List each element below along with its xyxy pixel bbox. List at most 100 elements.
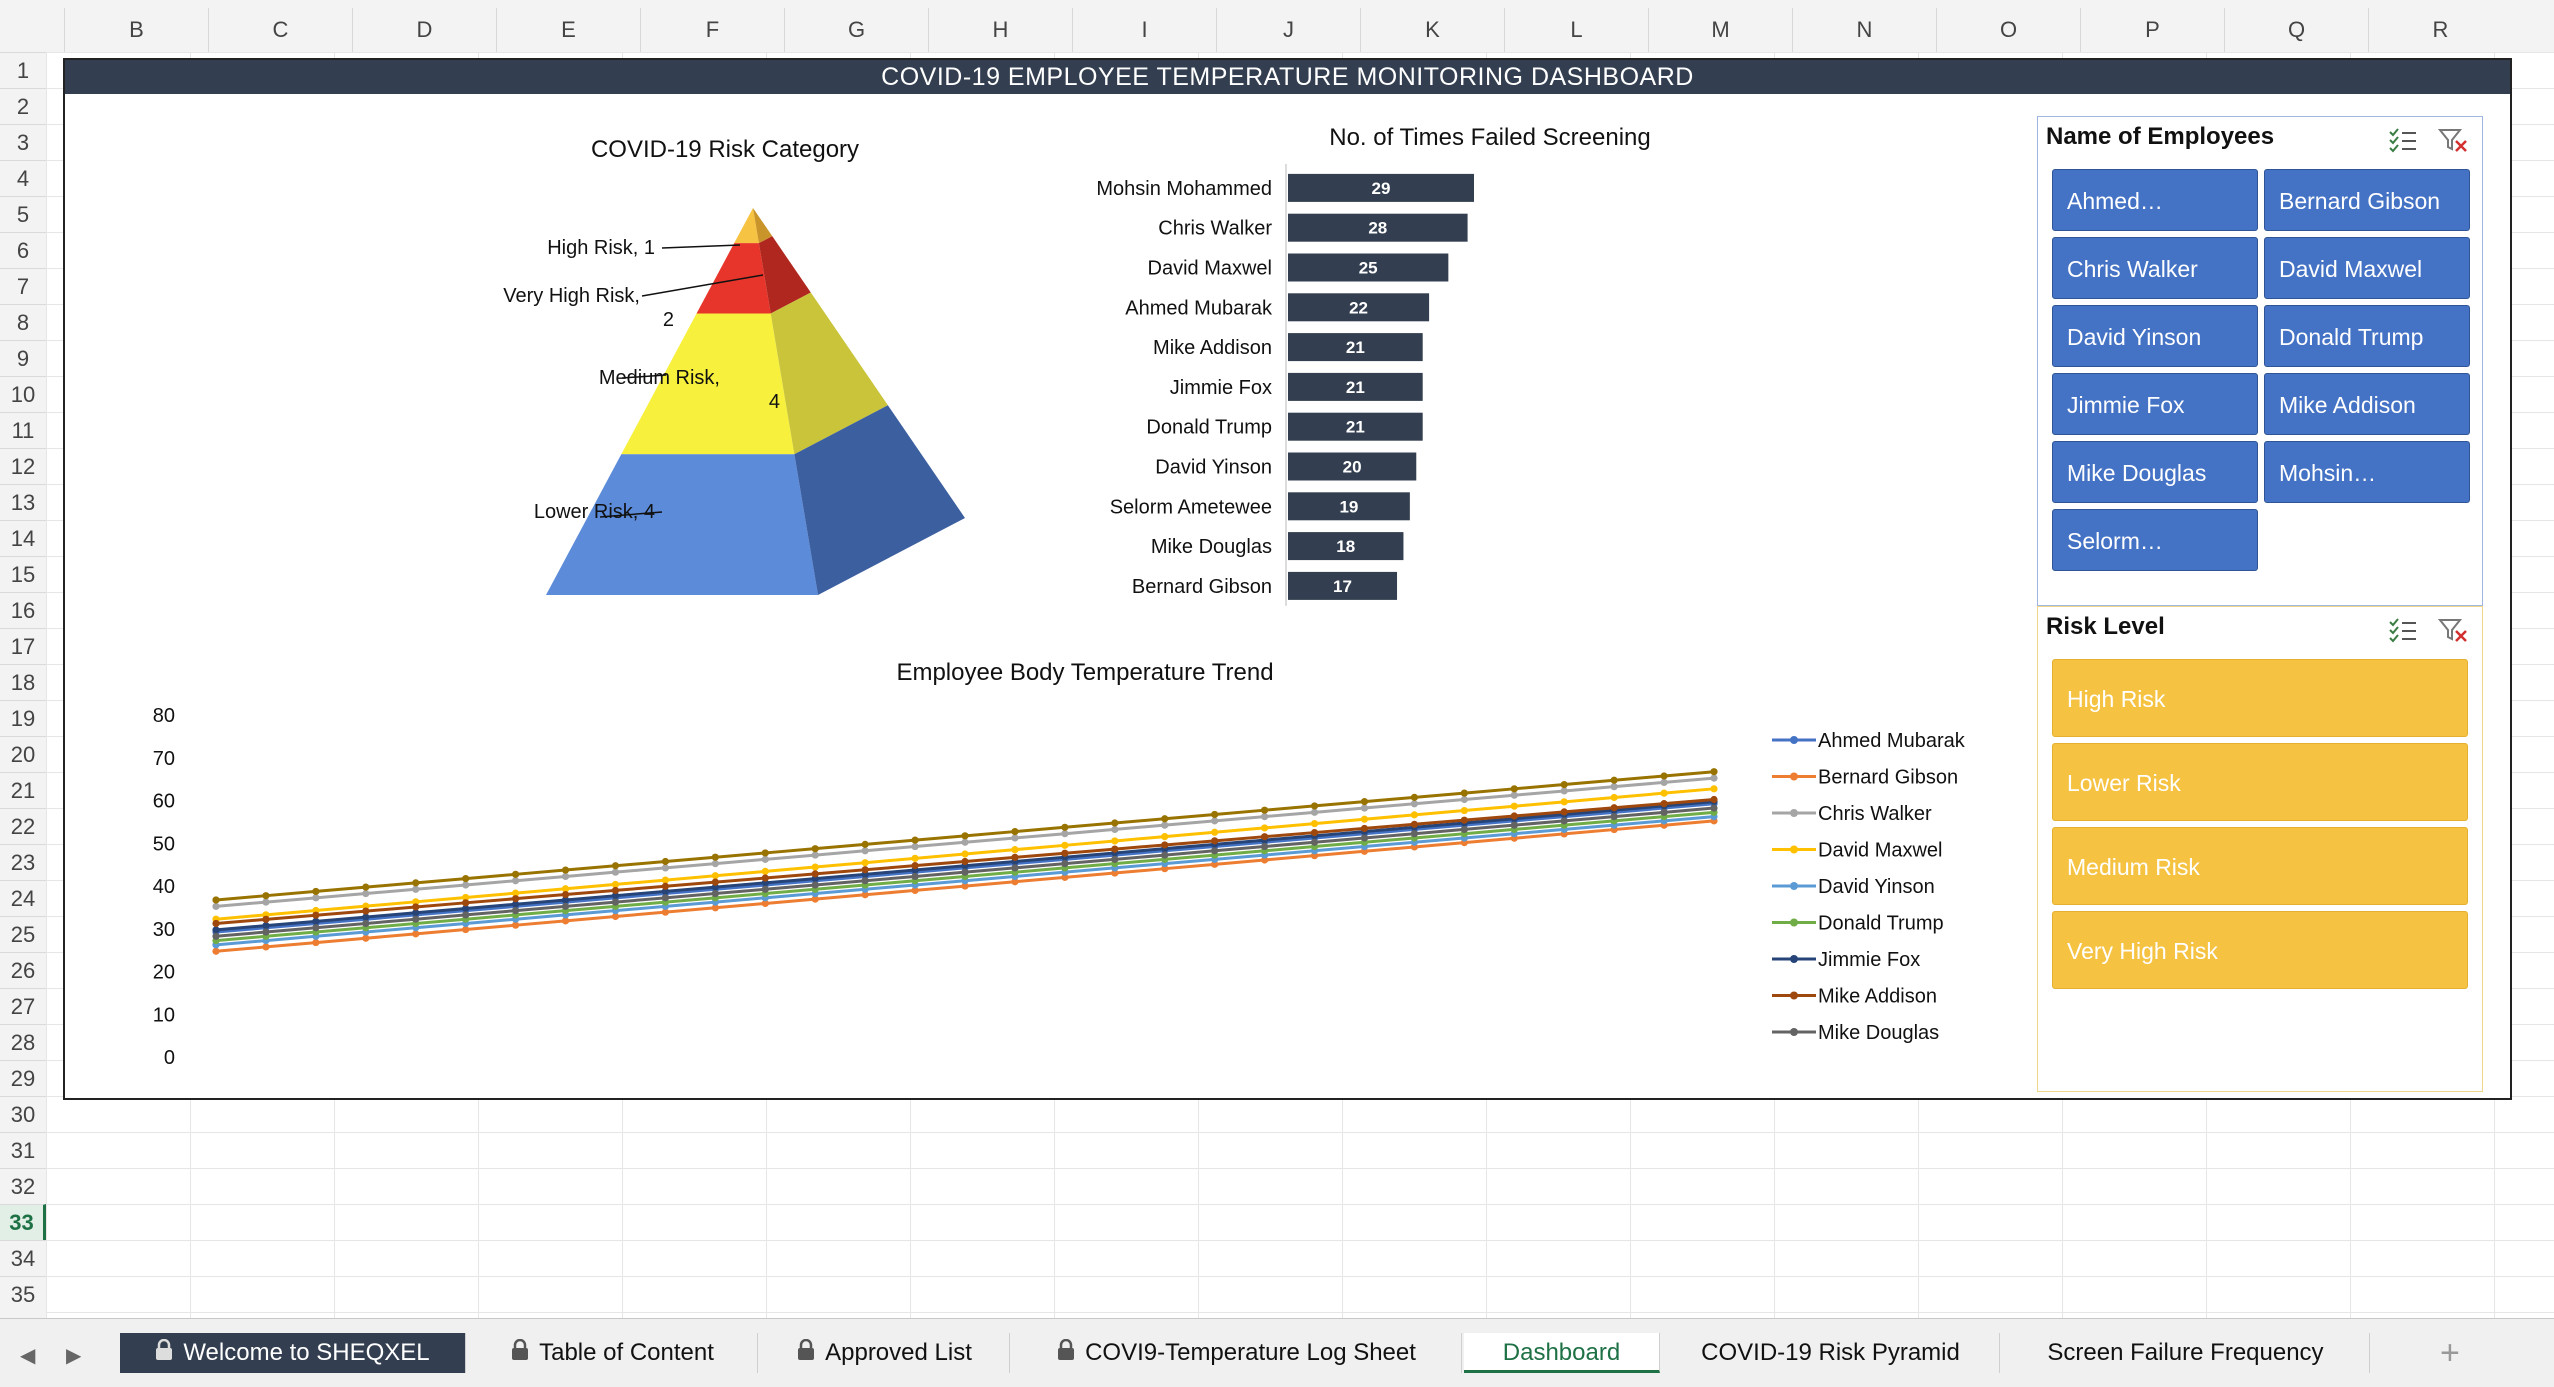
employee-slicer-item[interactable]: Mike Addison [2264, 373, 2470, 435]
row-header-33[interactable]: 33 [0, 1204, 46, 1240]
row-header-17[interactable]: 17 [0, 628, 46, 664]
clear-filter-icon[interactable] [2437, 617, 2468, 648]
row-header-8[interactable]: 8 [0, 304, 46, 340]
column-header-J[interactable]: J [1216, 8, 1360, 52]
employee-slicer-item[interactable]: Selorm… [2052, 509, 2258, 571]
employee-slicer-item[interactable]: David Yinson [2052, 305, 2258, 367]
row-header-23[interactable]: 23 [0, 844, 46, 880]
employee-slicer-item[interactable]: Ahmed… [2052, 169, 2258, 231]
column-header-N[interactable]: N [1792, 8, 1936, 52]
row-header-16[interactable]: 16 [0, 592, 46, 628]
bar[interactable] [1288, 293, 1430, 322]
row-header-29[interactable]: 29 [0, 1060, 46, 1096]
column-header-P[interactable]: P [2080, 8, 2224, 52]
row-header-34[interactable]: 34 [0, 1240, 46, 1276]
bar[interactable] [1288, 452, 1417, 481]
row-header-24[interactable]: 24 [0, 880, 46, 916]
legend-entry[interactable]: Mike Douglas [1772, 1022, 1939, 1044]
row-header-6[interactable]: 6 [0, 232, 46, 268]
column-header-Q[interactable]: Q [2224, 8, 2368, 52]
sheet-tab[interactable]: Welcome to SHEQXEL [120, 1333, 466, 1373]
bar[interactable] [1288, 571, 1398, 600]
row-header-27[interactable]: 27 [0, 988, 46, 1024]
legend-entry[interactable]: Ahmed Mubarak [1772, 730, 1966, 752]
row-header-14[interactable]: 14 [0, 520, 46, 556]
row-header-11[interactable]: 11 [0, 412, 46, 448]
risk-slicer-item[interactable]: Very High Risk [2052, 911, 2468, 989]
column-header-L[interactable]: L [1504, 8, 1648, 52]
row-header-2[interactable]: 2 [0, 88, 46, 124]
clear-filter-icon[interactable] [2437, 127, 2468, 158]
bar[interactable] [1288, 253, 1449, 282]
column-header-C[interactable]: C [208, 8, 352, 52]
sheet-tab[interactable]: COVID-19 Risk Pyramid [1662, 1333, 2000, 1373]
bar[interactable] [1288, 372, 1423, 401]
sheet-tab[interactable]: Screen Failure Frequency [2002, 1333, 2370, 1373]
row-header-26[interactable]: 26 [0, 952, 46, 988]
employee-slicer-item[interactable]: David Maxwel [2264, 237, 2470, 299]
risk-slicer-item[interactable]: Medium Risk [2052, 827, 2468, 905]
employee-slicer-item[interactable]: Mike Douglas [2052, 441, 2258, 503]
row-header-20[interactable]: 20 [0, 736, 46, 772]
column-header-I[interactable]: I [1072, 8, 1216, 52]
triangle-left-icon[interactable]: ◀ [20, 1345, 36, 1367]
row-header-32[interactable]: 32 [0, 1168, 46, 1204]
employee-slicer-item[interactable]: Jimmie Fox [2052, 373, 2258, 435]
row-header-25[interactable]: 25 [0, 916, 46, 952]
row-header-12[interactable]: 12 [0, 448, 46, 484]
employee-slicer-item[interactable]: Mohsin… [2264, 441, 2470, 503]
risk-slicer-item[interactable]: High Risk [2052, 659, 2468, 737]
sheet-tab[interactable]: COVI9-Temperature Log Sheet [1012, 1333, 1462, 1373]
risk-slicer-item[interactable]: Lower Risk [2052, 743, 2468, 821]
bar[interactable] [1288, 532, 1404, 561]
column-header-G[interactable]: G [784, 8, 928, 52]
row-header-13[interactable]: 13 [0, 484, 46, 520]
row-header-9[interactable]: 9 [0, 340, 46, 376]
row-header-18[interactable]: 18 [0, 664, 46, 700]
row-header-3[interactable]: 3 [0, 124, 46, 160]
row-header-5[interactable]: 5 [0, 196, 46, 232]
column-header-F[interactable]: F [640, 8, 784, 52]
legend-entry[interactable]: Jimmie Fox [1772, 949, 1920, 971]
row-header-21[interactable]: 21 [0, 772, 46, 808]
column-header-H[interactable]: H [928, 8, 1072, 52]
row-header-35[interactable]: 35 [0, 1276, 46, 1312]
column-header-M[interactable]: M [1648, 8, 1792, 52]
row-header-31[interactable]: 31 [0, 1132, 46, 1168]
column-header-B[interactable]: B [64, 8, 208, 52]
employee-slicer-item[interactable]: Chris Walker [2052, 237, 2258, 299]
legend-entry[interactable]: David Maxwel [1772, 840, 1942, 862]
multi-select-icon[interactable] [2388, 127, 2418, 158]
legend-entry[interactable]: David Yinson [1772, 876, 1935, 898]
row-header-1[interactable]: 1 [0, 52, 46, 88]
legend-entry[interactable]: Donald Trump [1772, 913, 1944, 935]
sheet-tab[interactable]: Approved List [760, 1333, 1010, 1373]
bar[interactable] [1288, 213, 1468, 242]
column-header-R[interactable]: R [2368, 8, 2512, 52]
row-header-10[interactable]: 10 [0, 376, 46, 412]
row-header-22[interactable]: 22 [0, 808, 46, 844]
legend-entry[interactable]: Mike Addison [1772, 986, 1937, 1008]
row-header-4[interactable]: 4 [0, 160, 46, 196]
column-header-K[interactable]: K [1360, 8, 1504, 52]
row-header-19[interactable]: 19 [0, 700, 46, 736]
bar[interactable] [1288, 173, 1474, 202]
employee-slicer-item[interactable]: Bernard Gibson [2264, 169, 2470, 231]
legend-entry[interactable]: Chris Walker [1772, 803, 1932, 825]
column-header-E[interactable]: E [496, 8, 640, 52]
row-header-7[interactable]: 7 [0, 268, 46, 304]
triangle-right-icon[interactable]: ▶ [66, 1345, 82, 1367]
bar[interactable] [1288, 492, 1410, 521]
bar[interactable] [1288, 412, 1423, 441]
row-header-30[interactable]: 30 [0, 1096, 46, 1132]
employee-slicer-item[interactable]: Donald Trump [2264, 305, 2470, 367]
plus-icon[interactable]: + [2440, 1334, 2460, 1372]
row-header-28[interactable]: 28 [0, 1024, 46, 1060]
column-header-O[interactable]: O [1936, 8, 2080, 52]
bar[interactable] [1288, 333, 1423, 362]
legend-entry[interactable]: Bernard Gibson [1772, 767, 1958, 789]
column-header-D[interactable]: D [352, 8, 496, 52]
multi-select-icon[interactable] [2388, 617, 2418, 648]
sheet-tab[interactable]: Dashboard [1464, 1333, 1660, 1373]
row-header-15[interactable]: 15 [0, 556, 46, 592]
